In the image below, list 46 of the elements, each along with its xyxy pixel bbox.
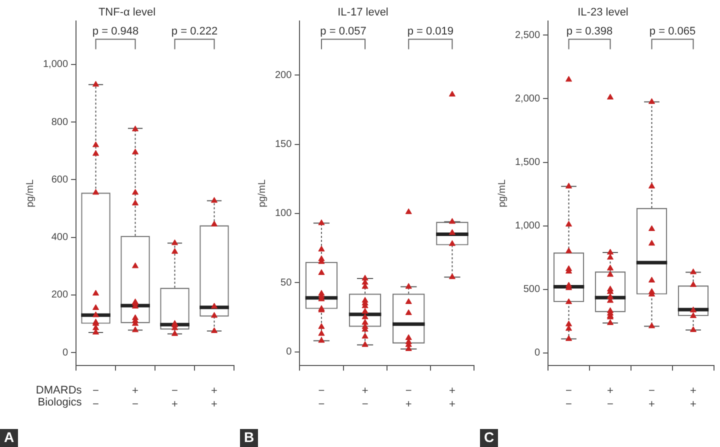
chart-title: IL-23 level	[578, 6, 628, 19]
x-tick-label: − −	[566, 385, 572, 410]
y-tick-label: 400	[51, 232, 68, 244]
y-tick-label: 1,000	[42, 59, 68, 70]
text: Biologics	[38, 396, 82, 409]
y-tick-label: 800	[51, 116, 68, 128]
y-tick-label: 150	[274, 139, 292, 150]
text: A	[4, 428, 14, 445]
chart-title: TNF-α level	[98, 6, 156, 19]
text: B	[244, 428, 254, 445]
annotation: p = 0.222	[171, 26, 218, 38]
y-tick-label: 0	[286, 346, 292, 358]
x-tick-label: + +	[690, 385, 696, 410]
x-tick-label: + −	[607, 385, 614, 410]
text: DMARDs	[36, 384, 82, 397]
y-axis-title: pg/mL	[24, 179, 36, 208]
y-tick-label: 200	[51, 290, 68, 301]
text: C	[484, 428, 494, 445]
y-axis-title: pg/mL	[256, 179, 268, 208]
x-tick-label: − +	[405, 385, 412, 410]
annotation: p = 0.065	[649, 26, 696, 38]
chart-title: IL-17 level	[338, 6, 388, 19]
x-tick-label: − −	[318, 385, 325, 410]
x-tick-label: − +	[648, 385, 655, 410]
y-tick-label: 50	[280, 277, 292, 288]
x-tick-label: + −	[132, 385, 138, 410]
x-tick-label: − −	[92, 385, 99, 410]
x-tick-label: + +	[448, 385, 456, 410]
y-tick-label: 1,000	[514, 220, 540, 232]
y-tick-label: 0	[62, 347, 68, 358]
y-axis-title: pg/mL	[496, 179, 508, 208]
y-tick-label: 500	[523, 284, 540, 296]
annotation: p = 0.057	[320, 26, 366, 38]
x-tick-label: + +	[211, 385, 218, 410]
annotation: p = 0.948	[92, 26, 139, 38]
y-tick-label: 100	[274, 208, 292, 220]
y-tick-label: 2,500	[514, 30, 540, 41]
y-tick-label: 1,500	[514, 157, 540, 168]
x-tick-label: − +	[172, 385, 178, 410]
annotation: p = 0.019	[407, 26, 454, 38]
y-tick-label: 2,000	[514, 93, 540, 104]
y-tick-label: 0	[534, 348, 540, 359]
annotation: p = 0.398	[566, 26, 613, 38]
y-tick-label: 600	[51, 174, 68, 186]
x-tick-label: + −	[362, 385, 368, 410]
y-tick-label: 200	[274, 70, 292, 81]
